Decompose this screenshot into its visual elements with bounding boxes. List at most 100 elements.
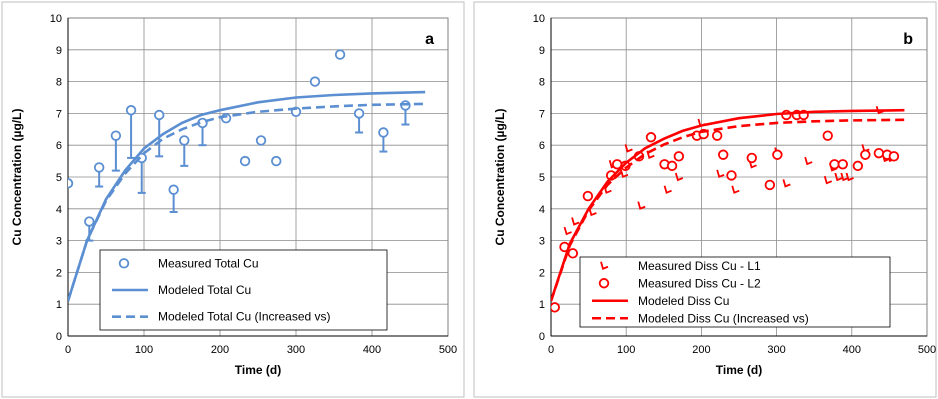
y-tick-label: 1: [539, 299, 545, 311]
data-point: [731, 185, 740, 194]
legend-entry: Modeled Diss Cu (Increased vs): [638, 311, 809, 325]
data-point: [726, 170, 737, 181]
y-tick-label: 3: [539, 236, 545, 248]
y-tick-label: 2: [539, 267, 545, 279]
data-point: [68, 178, 74, 189]
y-tick-label: 5: [539, 172, 545, 184]
legend-swatch: [118, 258, 130, 269]
x-tick-label: 500: [918, 344, 936, 356]
legend-entry: Modeled Total Cu (Increased vs): [158, 310, 331, 324]
data-point: [255, 135, 267, 146]
y-tick-label: 6: [539, 140, 545, 152]
x-tick-label: 200: [211, 344, 229, 356]
y-tick-label: 1: [56, 299, 62, 311]
y-axis-label: Cu Concentration (µg/L): [493, 109, 507, 246]
y-tick-label: 2: [56, 267, 62, 279]
y-tick-label: 6: [56, 140, 62, 152]
data-point: [711, 130, 723, 141]
data-point: [673, 151, 685, 162]
data-point: [378, 127, 389, 138]
data-point: [718, 149, 729, 160]
series-line: [68, 102, 426, 302]
y-tick-label: 0: [56, 331, 62, 343]
data-point: [645, 132, 657, 143]
x-tick-label: 300: [287, 344, 305, 356]
data-point: [837, 159, 848, 170]
data-point: [153, 109, 165, 121]
series-group: [68, 102, 426, 302]
data-point: [353, 108, 365, 119]
series-group: [551, 118, 905, 302]
y-tick-label: 3: [56, 236, 62, 248]
data-point: [646, 150, 655, 159]
x-axis-label: Time (d): [235, 363, 281, 377]
y-tick-label: 7: [56, 108, 62, 120]
data-point: [840, 172, 849, 182]
data-point: [804, 156, 813, 166]
data-point: [168, 184, 179, 195]
y-axis-label: Cu Concentration (µg/L): [10, 109, 24, 246]
legend-entry: Modeled Total Cu: [158, 283, 251, 297]
data-point: [674, 172, 684, 182]
data-point: [772, 149, 783, 160]
legend-entry: Measured Diss Cu - L2: [638, 276, 761, 290]
x-axis-label: Time (d): [716, 363, 762, 377]
data-point: [582, 190, 594, 202]
data-point: [829, 159, 840, 170]
data-point: [110, 130, 122, 141]
data-point: [822, 130, 833, 141]
data-point: [663, 185, 672, 194]
y-tick-label: 7: [539, 108, 545, 120]
data-point: [571, 217, 580, 226]
x-tick-label: 100: [135, 344, 153, 356]
data-point: [666, 160, 678, 172]
data-point: [271, 155, 282, 167]
legend-box: [579, 256, 891, 328]
data-point: [620, 169, 629, 179]
y-tick-label: 9: [539, 45, 545, 57]
x-tick-label: 300: [767, 344, 785, 356]
data-point: [84, 216, 95, 227]
y-tick-label: 0: [539, 331, 545, 343]
data-point: [860, 149, 871, 160]
data-point: [239, 155, 251, 167]
data-point: [746, 152, 757, 164]
y-tick-label: 8: [56, 77, 62, 89]
y-tick-label: 9: [56, 45, 62, 57]
y-tick-label: 4: [56, 204, 62, 216]
x-tick-label: 400: [363, 344, 381, 356]
data-point: [567, 248, 579, 259]
legend-entry: Modeled Diss Cu: [638, 294, 729, 308]
data-point: [93, 162, 105, 173]
data-point: [179, 135, 190, 146]
x-tick-label: 0: [548, 344, 554, 356]
x-tick-label: 0: [65, 344, 71, 356]
x-tick-label: 400: [843, 344, 861, 356]
legend: Measured Diss Cu - L1 Measured Diss Cu - …: [579, 256, 891, 328]
data-point: [852, 160, 864, 172]
data-point: [309, 76, 321, 87]
data-point: [716, 169, 725, 179]
data-point: [125, 105, 137, 116]
data-point: [875, 105, 884, 115]
y-tick-label: 8: [539, 77, 545, 89]
data-point: [551, 302, 560, 313]
series-line: [551, 118, 905, 302]
data-point: [823, 175, 833, 185]
data-point: [873, 147, 885, 159]
x-tick-label: 100: [617, 344, 635, 356]
legend-swatch: [600, 261, 609, 270]
data-point: [888, 151, 900, 162]
y-tick-label: 4: [539, 204, 545, 216]
y-tick-label: 10: [50, 13, 62, 25]
data-point: [834, 172, 843, 182]
legend-entry: Measured Total Cu: [158, 256, 259, 270]
data-point: [764, 179, 776, 191]
data-point: [334, 49, 346, 60]
legend-swatch: [598, 278, 610, 289]
panel-label: b: [903, 31, 913, 48]
data-point: [845, 172, 854, 182]
